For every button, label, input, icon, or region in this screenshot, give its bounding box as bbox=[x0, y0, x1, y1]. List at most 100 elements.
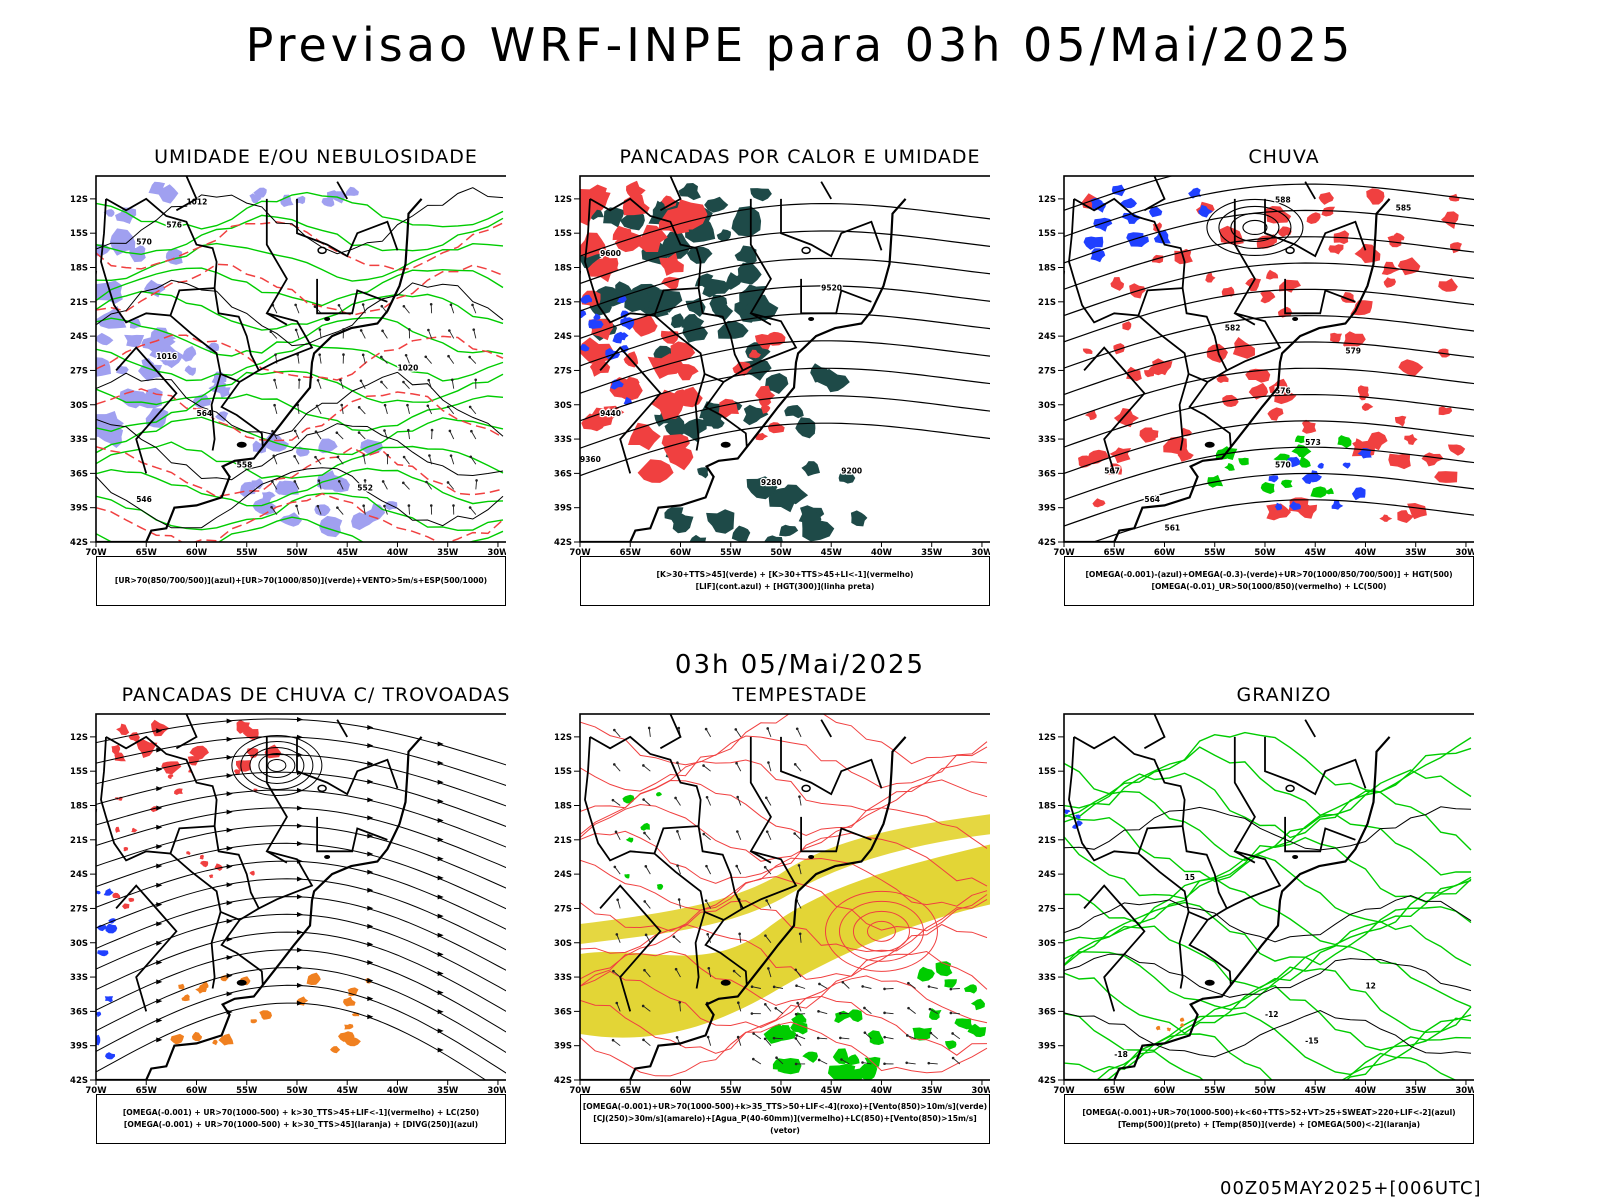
wind-vector bbox=[317, 505, 322, 515]
wind-vector bbox=[703, 833, 711, 841]
wind-vector bbox=[927, 985, 931, 988]
wind-vector bbox=[294, 328, 298, 332]
wind-vector bbox=[358, 432, 366, 440]
wind-vector bbox=[736, 1035, 740, 1039]
political-border bbox=[115, 884, 178, 1012]
lon-tick-label: 50W bbox=[1254, 1086, 1276, 1096]
political-border bbox=[100, 198, 215, 324]
wind-vector bbox=[798, 932, 802, 936]
panel-title: UMIDADE E/OU NEBULOSIDADE bbox=[154, 146, 478, 168]
contour-label: 570 bbox=[136, 238, 152, 247]
streamline-arrow bbox=[156, 805, 163, 811]
strong-wind-area bbox=[624, 874, 630, 879]
political-border bbox=[742, 312, 798, 372]
panel-title: PANCADAS POR CALOR E UMIDADE bbox=[619, 146, 981, 168]
humidity-contour bbox=[96, 214, 504, 256]
lifted-index-area bbox=[580, 344, 590, 352]
wind-vector bbox=[448, 329, 451, 332]
wind-vector bbox=[474, 378, 478, 382]
political-border bbox=[1137, 314, 1209, 383]
wind-vector bbox=[798, 865, 802, 875]
wind-vector bbox=[928, 1007, 932, 1011]
lat-tick-label: 42S bbox=[70, 538, 88, 548]
convection-area bbox=[700, 408, 722, 427]
height-contour bbox=[580, 230, 990, 285]
wind-vector bbox=[839, 1012, 842, 1015]
legend-line: [OMEGA(-0.001) + UR>70(1000-500) + k>30_… bbox=[123, 1120, 479, 1129]
strong-wind-area bbox=[917, 966, 935, 982]
lake bbox=[1204, 441, 1215, 448]
contour-label: 9280 bbox=[761, 478, 782, 487]
rain-area bbox=[1434, 471, 1458, 483]
wind-vector bbox=[615, 831, 621, 841]
convection-area bbox=[734, 245, 757, 266]
political-border bbox=[1233, 736, 1256, 864]
streamline-arrow bbox=[437, 837, 444, 843]
storm-area bbox=[200, 860, 209, 868]
temp850-contour bbox=[1064, 1012, 1472, 1076]
rain-area bbox=[1273, 453, 1290, 464]
strong-wind-area bbox=[622, 794, 635, 804]
wind-vector bbox=[703, 765, 711, 772]
streamline-arrow bbox=[367, 725, 374, 731]
lon-tick-label: 60W bbox=[186, 1086, 208, 1096]
wind-vector bbox=[750, 985, 754, 989]
rain-area bbox=[1238, 457, 1249, 466]
lake bbox=[1285, 784, 1295, 793]
lat-tick-label: 21S bbox=[70, 836, 88, 846]
wind-vector bbox=[429, 302, 433, 306]
streamline-arrow bbox=[437, 971, 444, 977]
political-border bbox=[316, 278, 388, 315]
rain-area bbox=[1289, 501, 1302, 511]
storm-area bbox=[209, 874, 214, 879]
streamline-arrow bbox=[367, 887, 374, 893]
streamline-arrow bbox=[367, 923, 374, 929]
strong-wind-area bbox=[846, 1009, 863, 1023]
rain-area bbox=[1277, 226, 1292, 238]
storm-area bbox=[236, 760, 252, 772]
wind-vector bbox=[861, 1061, 864, 1064]
lake bbox=[317, 784, 327, 793]
political-border bbox=[169, 852, 241, 921]
divergence-area bbox=[96, 1011, 102, 1018]
humidity-area bbox=[109, 228, 136, 256]
map-layer bbox=[580, 714, 990, 1080]
wind-vector bbox=[736, 831, 742, 840]
political-border bbox=[1226, 312, 1282, 372]
wind-vector bbox=[403, 482, 410, 490]
rain-area bbox=[1128, 235, 1149, 247]
wind-vector bbox=[381, 381, 388, 390]
lake bbox=[720, 441, 731, 448]
lat-tick-label: 15S bbox=[554, 767, 572, 777]
political-border bbox=[653, 852, 725, 921]
lon-tick-label: 60W bbox=[670, 548, 692, 558]
lon-tick-label: 60W bbox=[186, 548, 208, 558]
wind-vector bbox=[950, 1012, 960, 1015]
wind-vector bbox=[338, 481, 344, 490]
wind-vector bbox=[752, 1032, 755, 1035]
streamline-arrow bbox=[367, 851, 374, 857]
political-border bbox=[694, 373, 706, 451]
humidity-area bbox=[96, 357, 111, 377]
rain-area bbox=[1383, 277, 1396, 288]
wind-vector bbox=[314, 430, 318, 433]
lon-tick-label: 55W bbox=[720, 548, 742, 558]
wind-vector bbox=[765, 935, 772, 944]
wind-vector bbox=[340, 380, 344, 389]
wind-vector bbox=[361, 353, 365, 357]
rain-area bbox=[1139, 427, 1156, 443]
streamline-arrow bbox=[226, 791, 233, 797]
wind-vector bbox=[736, 763, 742, 772]
convection-area bbox=[784, 405, 804, 419]
wind-vector bbox=[907, 981, 910, 985]
wind-vector bbox=[359, 329, 363, 332]
humidity-contour bbox=[96, 267, 504, 307]
contour-label: 588 bbox=[1275, 195, 1291, 204]
wind-vector bbox=[426, 404, 430, 408]
wind-vector bbox=[448, 330, 455, 339]
divergence-area bbox=[96, 890, 101, 895]
wind-vector bbox=[643, 765, 651, 772]
contour-label: 564 bbox=[196, 409, 212, 418]
storm-area bbox=[236, 719, 250, 734]
wind-vector bbox=[402, 304, 406, 308]
